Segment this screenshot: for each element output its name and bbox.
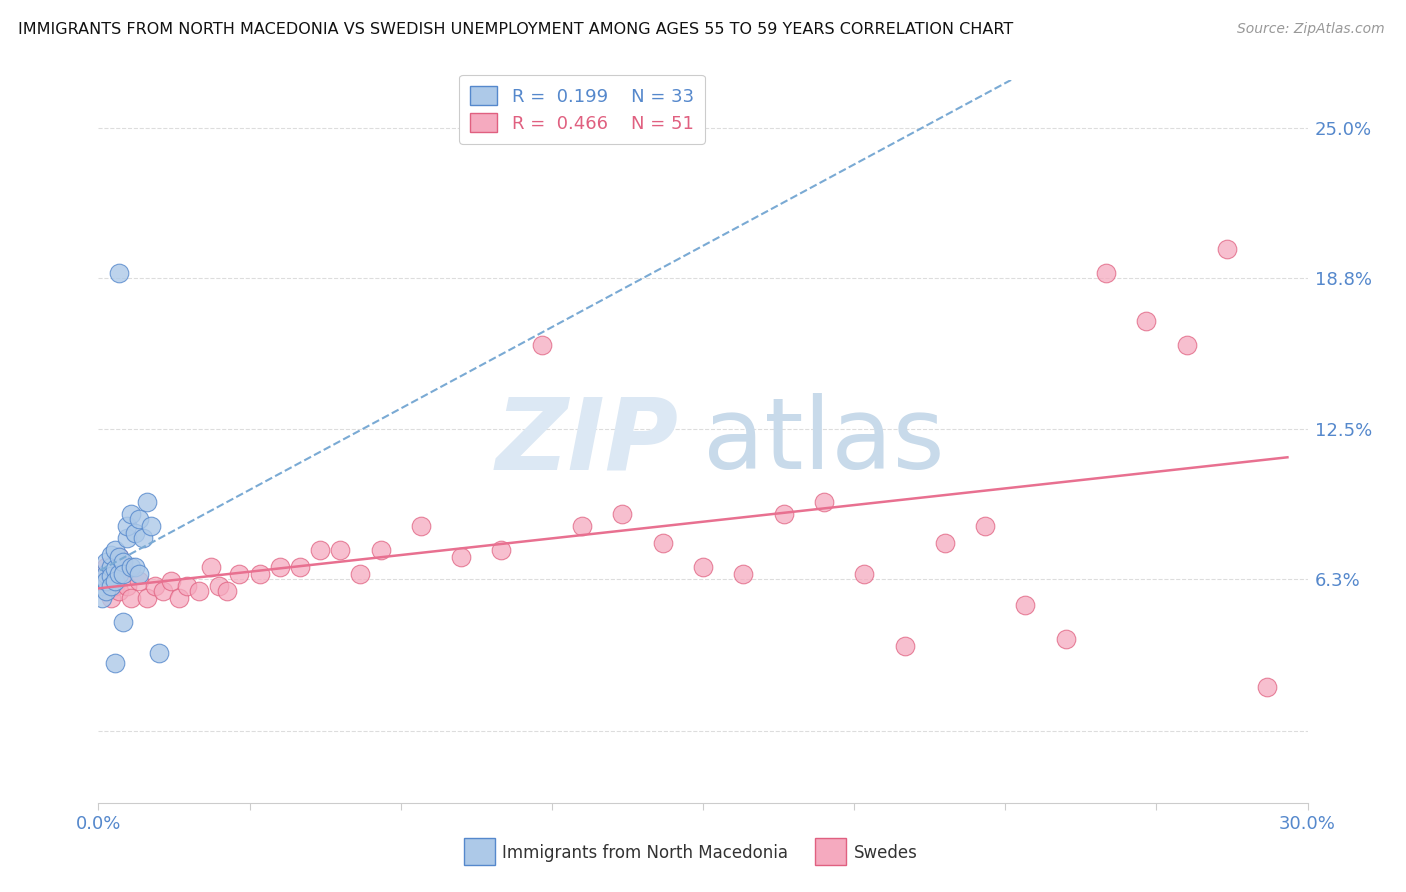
Point <box>651 535 673 549</box>
Point <box>1014 599 1036 613</box>
Text: Swedes: Swedes <box>853 844 917 862</box>
Point <box>813 494 835 508</box>
Point <box>100 548 122 562</box>
Point <box>103 562 125 576</box>
Point <box>120 559 142 574</box>
Point <box>115 579 138 593</box>
Point <box>208 579 231 593</box>
Point <box>120 507 142 521</box>
Point <box>132 531 155 545</box>
Text: atlas: atlas <box>703 393 945 490</box>
Point <box>111 567 134 582</box>
Point <box>100 579 122 593</box>
Point <box>217 583 239 598</box>
Point <box>188 583 211 598</box>
Point <box>974 518 997 533</box>
Point <box>100 567 122 582</box>
Point <box>91 572 114 586</box>
Point <box>167 591 190 606</box>
Text: ZIP: ZIP <box>496 393 679 490</box>
Point <box>111 555 134 569</box>
Point <box>107 567 129 582</box>
Point <box>148 647 170 661</box>
Point <box>530 338 553 352</box>
Text: IMMIGRANTS FROM NORTH MACEDONIA VS SWEDISH UNEMPLOYMENT AMONG AGES 55 TO 59 YEAR: IMMIGRANTS FROM NORTH MACEDONIA VS SWEDI… <box>18 22 1014 37</box>
Point <box>107 550 129 565</box>
Point <box>91 591 114 606</box>
Point <box>103 579 125 593</box>
Point <box>103 574 125 589</box>
Point <box>1095 266 1118 280</box>
Point <box>128 511 150 525</box>
Point <box>103 542 125 557</box>
Point <box>91 579 114 593</box>
Point <box>96 574 118 589</box>
Point <box>120 591 142 606</box>
Point <box>111 615 134 630</box>
Point <box>409 518 432 533</box>
Point <box>176 579 198 593</box>
Point <box>124 559 146 574</box>
Point <box>491 542 513 557</box>
Point <box>269 559 291 574</box>
Point <box>135 494 157 508</box>
Point <box>571 518 593 533</box>
Point <box>107 266 129 280</box>
Point <box>200 559 222 574</box>
Point <box>160 574 183 589</box>
Point <box>100 591 122 606</box>
Point <box>1256 680 1278 694</box>
Point <box>111 559 134 574</box>
Point <box>135 591 157 606</box>
Text: Immigrants from North Macedonia: Immigrants from North Macedonia <box>502 844 787 862</box>
Point <box>124 526 146 541</box>
Point <box>96 555 118 569</box>
Point <box>128 574 150 589</box>
Point <box>450 550 472 565</box>
Point <box>853 567 876 582</box>
Point <box>128 567 150 582</box>
Point <box>96 559 118 574</box>
Point <box>1175 338 1198 352</box>
Point <box>692 559 714 574</box>
Point <box>96 567 118 582</box>
Point <box>152 583 174 598</box>
Point <box>115 531 138 545</box>
Point <box>370 542 392 557</box>
Point <box>100 559 122 574</box>
Point <box>249 567 271 582</box>
Point <box>612 507 634 521</box>
Point <box>1135 314 1157 328</box>
Point <box>96 583 118 598</box>
Point <box>228 567 250 582</box>
Point <box>139 518 162 533</box>
Point <box>288 559 311 574</box>
Legend: R =  0.199    N = 33, R =  0.466    N = 51: R = 0.199 N = 33, R = 0.466 N = 51 <box>460 75 704 144</box>
Point <box>349 567 371 582</box>
Point <box>100 569 122 583</box>
Point <box>329 542 352 557</box>
Point <box>107 550 129 565</box>
Point <box>1216 242 1239 256</box>
Point <box>934 535 956 549</box>
Point <box>103 656 125 670</box>
Point <box>107 583 129 598</box>
Point <box>143 579 166 593</box>
Point <box>91 574 114 589</box>
Point <box>309 542 332 557</box>
Point <box>1054 632 1077 646</box>
Point <box>733 567 755 582</box>
Text: Source: ZipAtlas.com: Source: ZipAtlas.com <box>1237 22 1385 37</box>
Point <box>115 518 138 533</box>
Point <box>893 639 915 653</box>
Point <box>772 507 794 521</box>
